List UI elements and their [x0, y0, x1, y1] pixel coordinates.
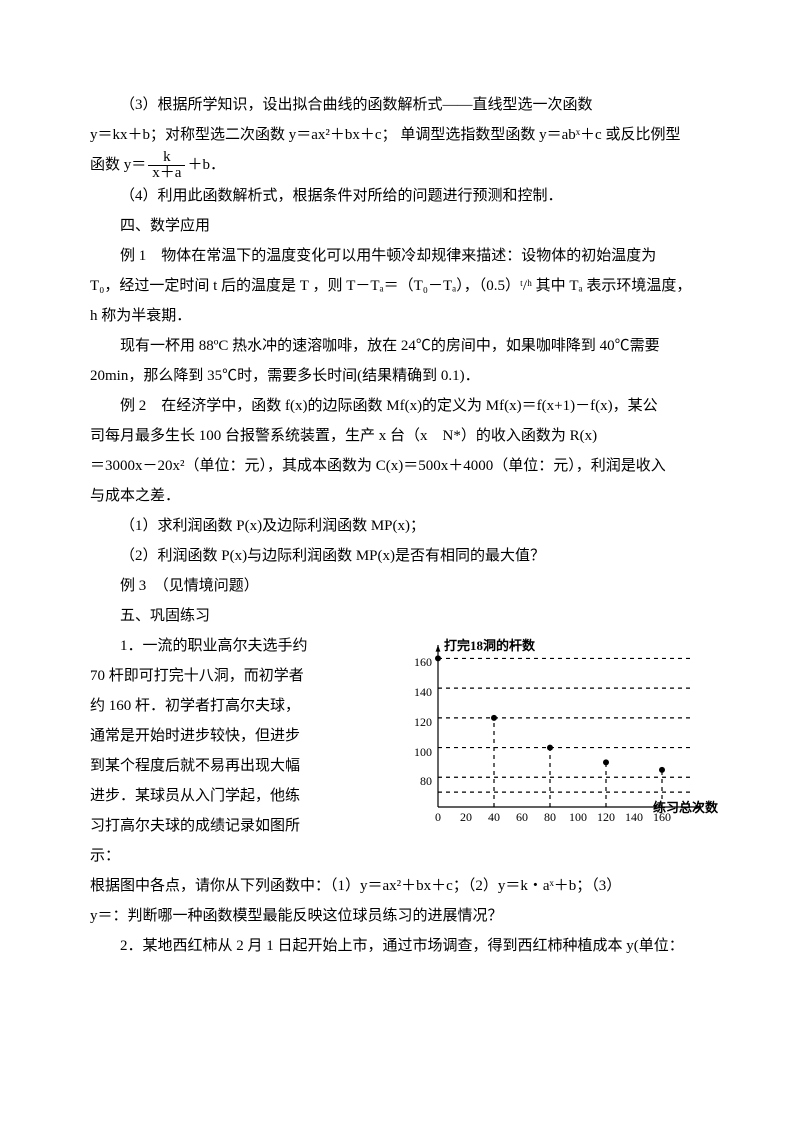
- paragraph: 与成本之差．: [90, 481, 710, 511]
- paragraph: 现有一杯用 88ºC 热水冲的速溶咖啡，放在 24℃的房间中，如果咖啡降到 40…: [90, 331, 710, 361]
- paragraph: y＝：判断哪一种函数模型最能反映这位球员练习的进展情况？: [90, 901, 710, 931]
- paragraph: （4）利用此函数解析式，根据条件对所给的问题进行预测和控制．: [90, 181, 710, 211]
- paragraph: h 称为半衰期．: [90, 301, 710, 331]
- text: 函数 y＝: [90, 157, 146, 173]
- paragraph: 例 2 在经济学中，函数 f(x)的边际函数 Mf(x)的定义为 Mf(x)＝f…: [90, 391, 710, 421]
- page: （3）根据所学知识，设出拟合曲线的函数解析式——直线型选一次函数 y＝kx＋b；…: [0, 0, 800, 1132]
- paragraph: （2）利润函数 P(x)与边际利润函数 MP(x)是否有相同的最大值？: [90, 541, 710, 571]
- paragraph: 例 1 物体在常温下的温度变化可以用牛顿冷却规律来描述：设物体的初始温度为: [90, 241, 710, 271]
- fraction: kx＋a: [148, 150, 185, 181]
- paragraph: 根据图中各点，请你从下列函数中：（1）y＝ax²＋bx＋c；（2）y＝k・aˣ＋…: [90, 871, 710, 901]
- paragraph: （3）根据所学知识，设出拟合曲线的函数解析式——直线型选一次函数: [90, 90, 710, 120]
- paragraph: 2．某地西红柿从 2 月 1 日起开始上市，通过市场调查，得到西红柿种植成本 y…: [90, 931, 710, 961]
- scatter-chart: 打完18洞的杆数 8010012014016002040608010012014…: [380, 637, 710, 857]
- denominator: x＋a: [148, 166, 185, 181]
- paragraph: 函数 y＝kx＋a＋b．: [90, 150, 710, 181]
- heading: 五、巩固练习: [90, 601, 710, 631]
- paragraph: （1）求利润函数 P(x)及边际利润函数 MP(x)；: [90, 511, 710, 541]
- text: ＋b．: [187, 157, 225, 173]
- paragraph: T₀，经过一定时间 t 后的温度是 T ，则 T－Tₐ＝（T₀－Tₐ），（0.5…: [90, 271, 710, 301]
- golf-chart: 打完18洞的杆数 8010012014016002040608010012014…: [380, 637, 710, 857]
- paragraph: 20min，那么降到 35℃时，需要多长时间(结果精确到 0.1)．: [90, 361, 710, 391]
- heading: 四、数学应用: [90, 211, 710, 241]
- paragraph: ＝3000x－20x²（单位：元），其成本函数为 C(x)＝500x＋4000（…: [90, 451, 710, 481]
- numerator: k: [148, 150, 185, 166]
- x-axis-title: 练习总次数: [653, 795, 718, 821]
- paragraph: 司每月最多生长 100 台报警系统装置，生产 x 台（x N*）的收入函数为 R…: [90, 421, 710, 451]
- paragraph: y＝kx＋b；对称型选二次函数 y＝ax²＋bx＋c； 单调型选指数型函数 y＝…: [90, 120, 710, 150]
- paragraph: 例 3 （见情境问题）: [90, 571, 710, 601]
